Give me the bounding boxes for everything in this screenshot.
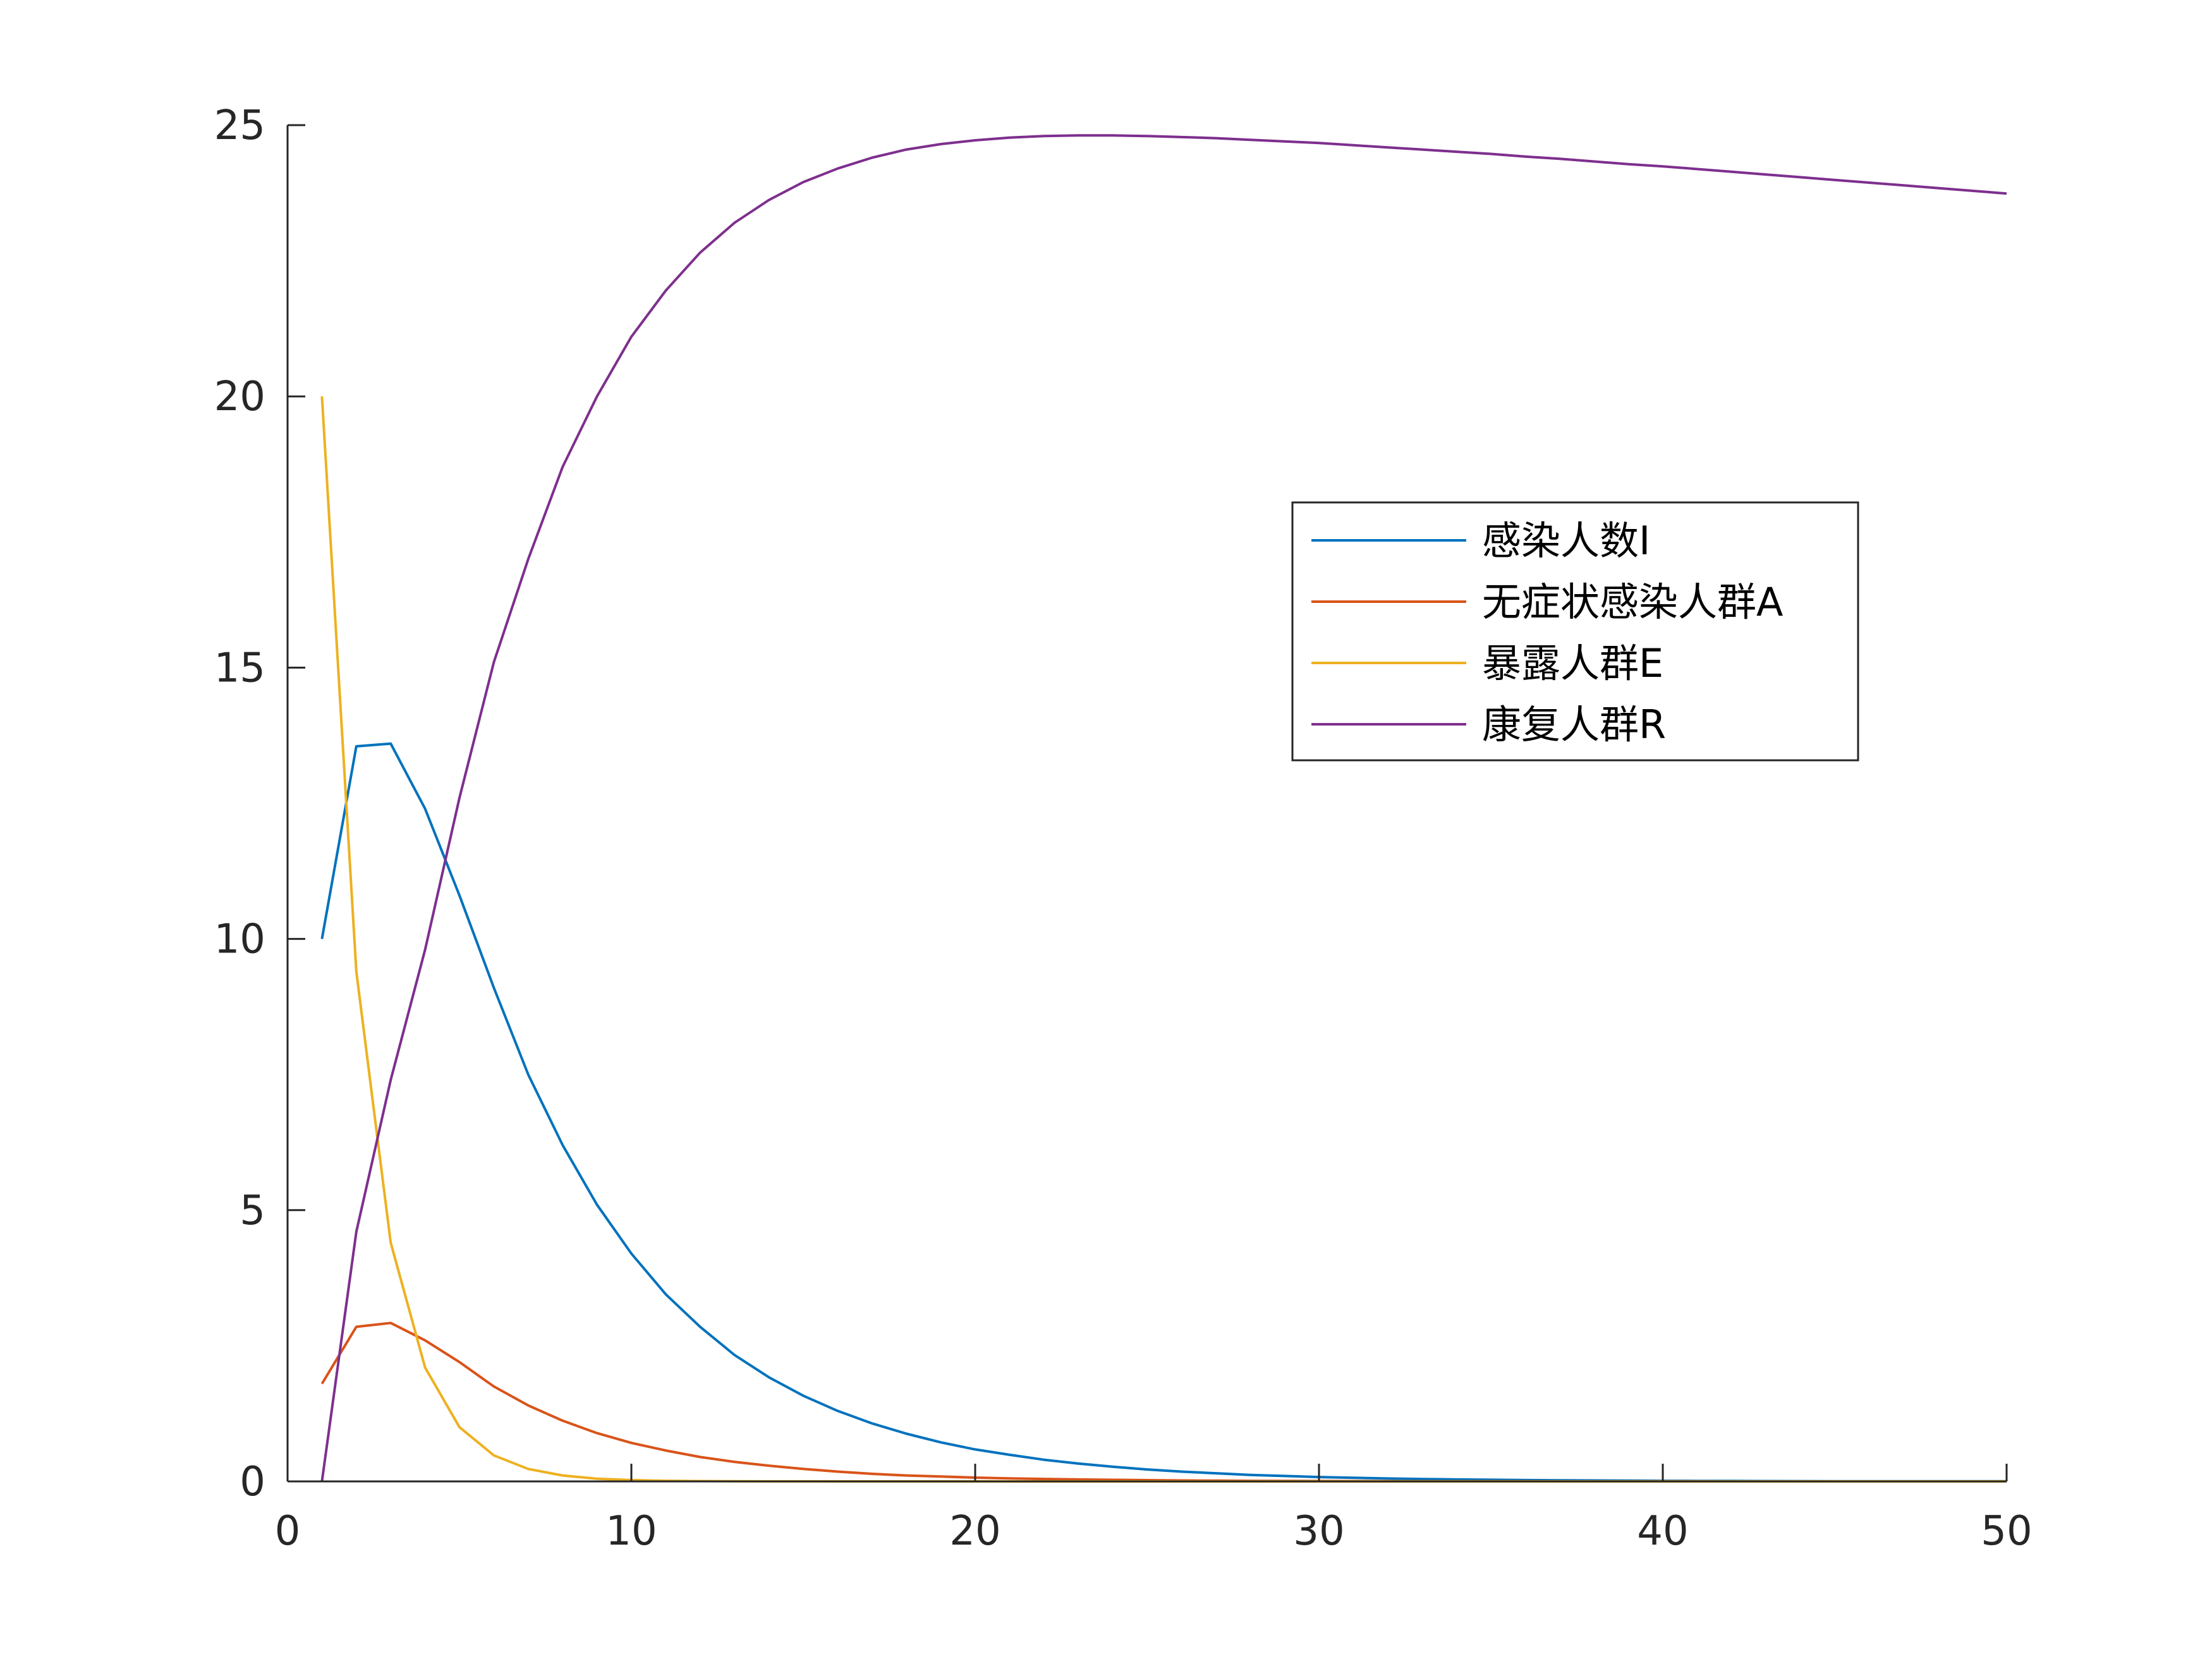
y-tick-label: 0 xyxy=(240,1459,265,1505)
x-tick-label: 10 xyxy=(605,1508,657,1555)
x-tick-label: 50 xyxy=(1981,1508,2032,1555)
legend-box xyxy=(1291,501,1859,762)
y-tick-label: 15 xyxy=(214,645,265,691)
legend[interactable]: 感染人数I 无症状感染人群A 暴露人群E 康复人群R xyxy=(1291,501,1859,762)
legend-label-3: 暴露人群E xyxy=(1482,640,1663,686)
series-line-4 xyxy=(320,134,2007,1482)
y-tick-label: 10 xyxy=(214,916,265,963)
y-tick-label: 20 xyxy=(214,374,265,420)
x-tick-label: 30 xyxy=(1293,1508,1344,1555)
axes: 0 10 20 30 40 50 0 5 10 15 20 25 xyxy=(214,102,2033,1555)
x-tick-label: 20 xyxy=(949,1508,1000,1555)
y-tick-label: 5 xyxy=(240,1188,265,1234)
x-tick-label: 40 xyxy=(1637,1508,1688,1555)
x-tick-label: 0 xyxy=(275,1508,301,1555)
y-tick-label: 25 xyxy=(214,102,265,149)
legend-label-1: 感染人数I xyxy=(1482,518,1650,564)
legend-label-4: 康复人群R xyxy=(1482,702,1666,748)
legend-label-2: 无症状感染人群A xyxy=(1482,579,1783,625)
